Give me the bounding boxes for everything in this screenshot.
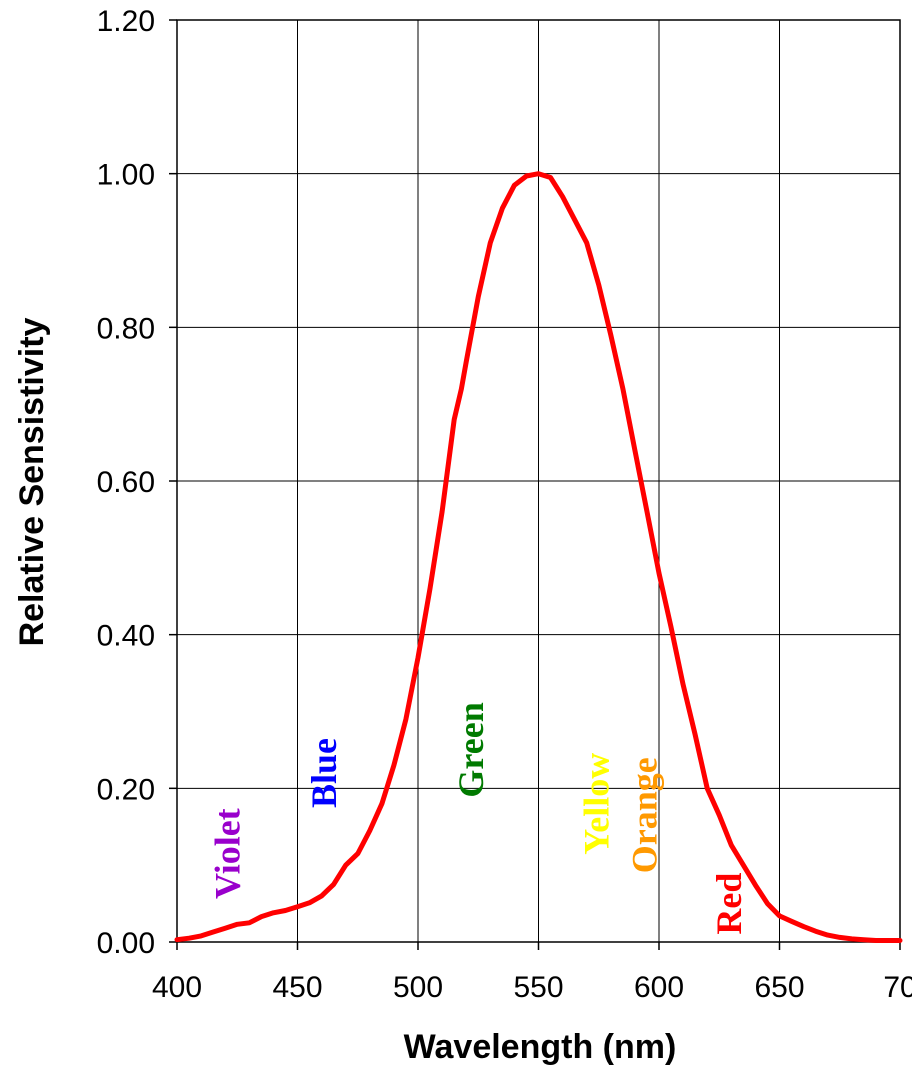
x-tick-label: 600 — [634, 971, 684, 1004]
x-tick-label: 400 — [152, 971, 202, 1004]
y-tick-label: 1.20 — [97, 5, 155, 38]
x-axis-title: Wavelength (nm) — [404, 1028, 677, 1066]
grid — [176, 19, 901, 943]
band-label-yellow: Yellow — [576, 753, 616, 855]
y-tick-label: 0.60 — [97, 466, 155, 499]
y-tick-label: 0.80 — [97, 312, 155, 345]
series-layer — [174, 171, 903, 943]
y-tick-label: 0.00 — [97, 927, 155, 960]
band-label-red: Red — [709, 873, 749, 935]
x-tick-label: 550 — [513, 971, 563, 1004]
band-label-green: Green — [451, 702, 491, 797]
band-label-orange: Orange — [625, 757, 665, 873]
x-tick-label: 650 — [754, 971, 804, 1004]
y-tick-label: 0.20 — [97, 773, 155, 806]
x-tick-label: 70 — [883, 971, 912, 1004]
band-label-violet: Violet — [208, 808, 248, 899]
band-labels: Violet Blue Green Yellow Orange Red — [208, 702, 749, 934]
y-axis-title: Relative Sensistivity — [13, 317, 51, 646]
x-tick-label: 500 — [393, 971, 443, 1004]
x-axis: 400 450 500 550 600 650 70 — [152, 942, 912, 1004]
y-tick-label: 0.40 — [97, 620, 155, 653]
x-tick-label: 450 — [272, 971, 322, 1004]
y-axis: 0.00 0.20 0.40 0.60 0.80 1.00 1.20 — [97, 5, 177, 960]
sensitivity-curve — [174, 171, 903, 943]
y-tick-label: 1.00 — [97, 159, 155, 192]
band-label-blue: Blue — [304, 738, 344, 808]
